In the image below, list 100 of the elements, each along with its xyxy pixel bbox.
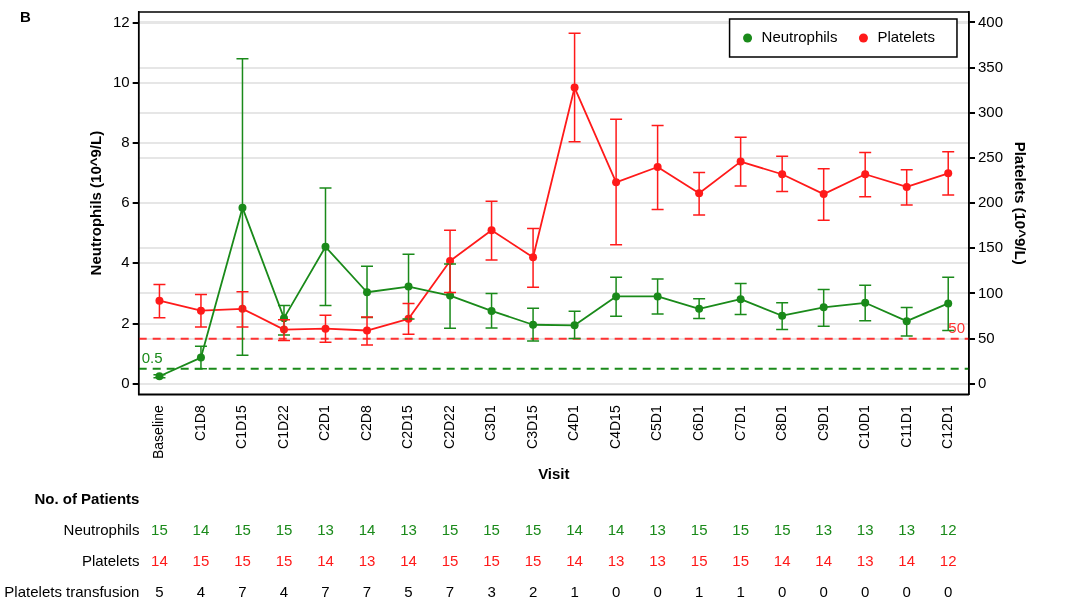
text: 15	[524, 521, 542, 539]
text: 13	[317, 521, 334, 539]
text: 13	[649, 521, 666, 539]
ref-line-label: 50	[948, 319, 965, 337]
text: 15	[483, 521, 500, 539]
x-tick-label: C1D22	[274, 405, 291, 449]
text: 15	[151, 521, 168, 539]
y2-tick-label: 150	[977, 238, 1003, 256]
text: 15	[275, 552, 293, 570]
x-tick-label: C1D15	[233, 405, 250, 449]
y2-axis-title: Platelets (10^9/L)	[1011, 141, 1029, 265]
text: 15	[234, 552, 251, 570]
point	[736, 295, 745, 304]
x-tick-label: C2D15	[399, 405, 416, 449]
text: 15	[275, 521, 293, 539]
text: 12	[939, 552, 957, 570]
text: 15	[732, 552, 749, 570]
text: 13	[649, 552, 666, 570]
y2-tick-label: 100	[977, 283, 1003, 301]
x-tick-label: C8D1	[773, 405, 790, 442]
y-tick-label: 12	[113, 12, 130, 30]
text: 5	[404, 583, 413, 601]
text: 5	[155, 583, 164, 601]
x-tick-label: C9D1	[814, 405, 831, 442]
y2-tick-label: 200	[977, 193, 1003, 211]
text: Neutrophils	[63, 521, 140, 539]
y-tick-label: 2	[121, 313, 130, 331]
x-tick-label: C2D22	[440, 405, 457, 449]
x-tick-label: C10D1	[856, 405, 873, 449]
text: 15	[234, 521, 251, 539]
text: 14	[566, 521, 583, 539]
x-tick-label: C7D1	[731, 405, 748, 442]
x-tick-label: C2D1	[316, 405, 333, 442]
y-axis-title: Neutrophils (10^9/L)	[87, 130, 105, 276]
text: 14	[192, 521, 210, 539]
ref-line-label: 0.5	[141, 349, 163, 367]
point	[819, 190, 828, 199]
text: 0	[777, 583, 787, 601]
y2-tick-label: 50	[977, 328, 995, 346]
x-tick-label: C5D1	[648, 405, 665, 442]
text: 14	[358, 521, 376, 539]
text: 13	[898, 521, 916, 539]
text: 0	[653, 583, 662, 601]
y2-tick-label: 350	[977, 57, 1003, 75]
text: 0	[611, 583, 621, 601]
x-tick-label: C4D15	[606, 405, 623, 449]
point	[902, 182, 911, 191]
text: 13	[358, 552, 376, 570]
text: 15	[524, 552, 542, 570]
text: Platelets	[81, 552, 140, 570]
text: 2	[528, 583, 538, 601]
y-tick-label: 10	[113, 72, 130, 90]
y2-tick-label: 300	[977, 102, 1003, 120]
text: 7	[321, 583, 330, 601]
text: 15	[441, 521, 459, 539]
text: 7	[362, 583, 372, 601]
text: 15	[441, 552, 459, 570]
y2-tick-label: 0	[977, 373, 987, 391]
text: 13	[400, 521, 417, 539]
x-tick-label: C12D1	[939, 405, 956, 449]
text: 13	[607, 552, 625, 570]
x-tick-label: C4D1	[565, 405, 582, 442]
text: 0	[861, 583, 870, 601]
point	[653, 163, 662, 172]
x-axis-title: Visit	[538, 465, 570, 483]
y-tick-label: 6	[121, 193, 130, 211]
point	[902, 317, 911, 326]
text: 13	[856, 552, 874, 570]
legend-label: Platelets	[877, 28, 935, 46]
x-tick-label: C3D15	[523, 405, 540, 449]
y-tick-label: 4	[121, 253, 130, 271]
y2-tick-label: 400	[977, 12, 1003, 30]
x-tick-label: C11D1	[897, 405, 914, 448]
x-tick-label: C3D1	[482, 405, 499, 442]
text: No. of Patients	[34, 490, 140, 508]
text: 14	[898, 552, 916, 570]
text: 4	[196, 583, 206, 601]
text: 15	[690, 521, 708, 539]
chart-title: B	[20, 7, 31, 25]
text: 15	[773, 521, 791, 539]
text: 13	[815, 521, 833, 539]
text: 7	[238, 583, 247, 601]
text: 13	[856, 521, 874, 539]
text: 15	[192, 552, 210, 570]
text: 15	[732, 521, 749, 539]
text: 15	[483, 552, 500, 570]
text: 1	[736, 583, 745, 601]
x-tick-label: C6D1	[689, 405, 706, 442]
text: 7	[445, 583, 455, 601]
x-tick-label: C1D8	[191, 405, 208, 442]
text: 1	[694, 583, 704, 601]
y2-tick-label: 250	[977, 148, 1003, 166]
text: 14	[773, 552, 791, 570]
text: 0	[944, 583, 953, 601]
text: 12	[939, 521, 957, 539]
text: 15	[690, 552, 708, 570]
text: 1	[570, 583, 579, 601]
text: 14	[151, 552, 168, 570]
x-tick-label: C2D8	[357, 405, 374, 442]
y-tick-label: 8	[121, 133, 130, 151]
